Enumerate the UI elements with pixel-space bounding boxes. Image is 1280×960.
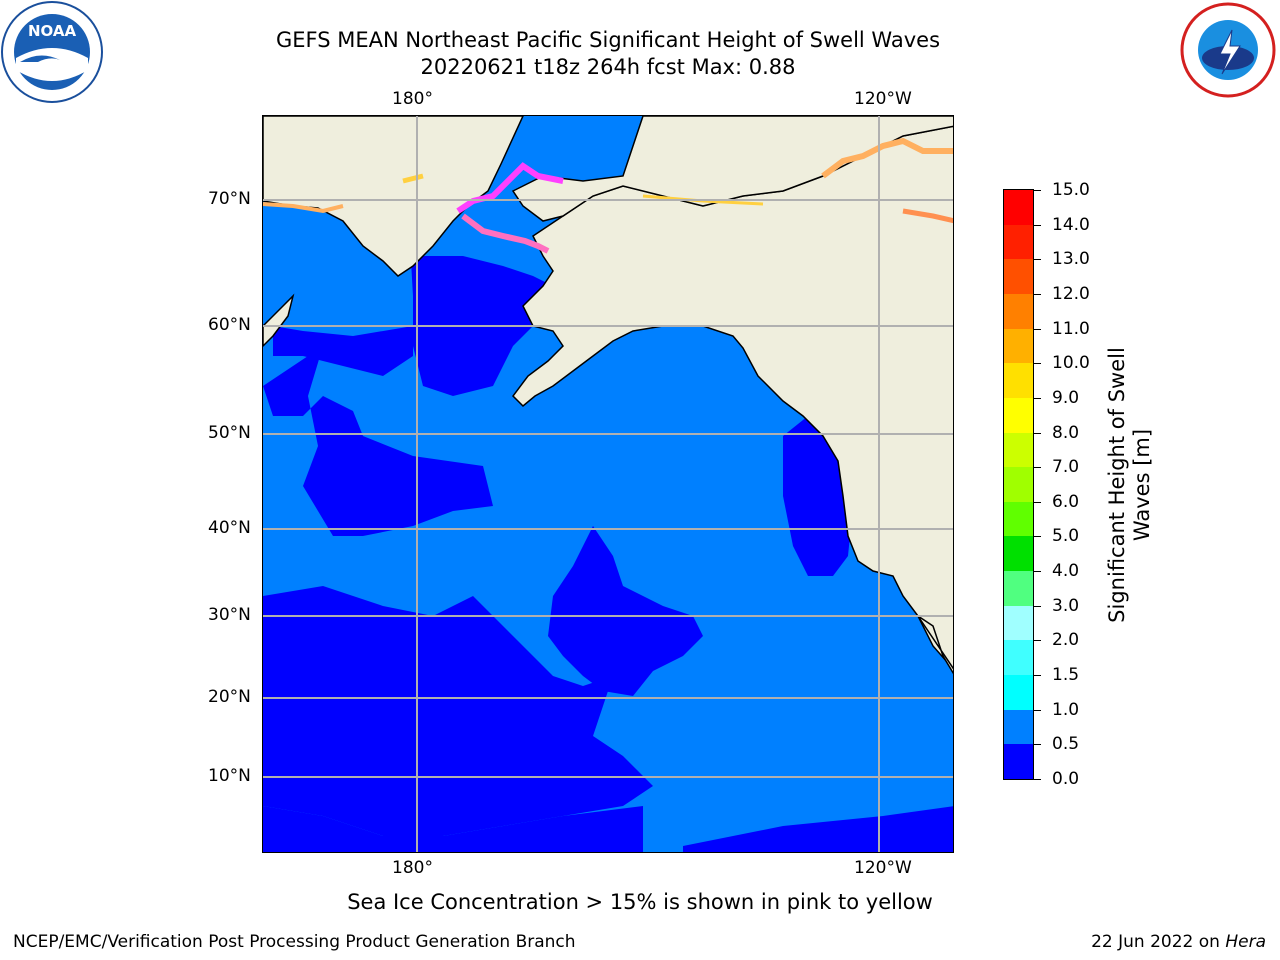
lon-label-top: 180° — [392, 89, 433, 109]
colorbar-tick-label: 0.5 — [1052, 734, 1080, 755]
colorbar-tick-label: 15.0 — [1052, 180, 1090, 200]
colorbar-segment — [1004, 466, 1033, 502]
colorbar-tick-label: 1.5 — [1052, 665, 1080, 686]
footer-producer: NCEP/EMC/Verification Post Processing Pr… — [13, 932, 576, 952]
colorbar-tick — [1034, 605, 1041, 607]
colorbar-segment — [1004, 570, 1033, 606]
colorbar-segment — [1004, 709, 1033, 745]
colorbar-tick-label: 12.0 — [1052, 283, 1090, 304]
lon-label-bottom: 120°W — [854, 858, 912, 878]
map-subtitle: 20220621 t18z 264h fcst Max: 0.88 — [420, 55, 796, 79]
colorbar-segment — [1004, 397, 1033, 433]
colorbar-tick — [1034, 709, 1041, 711]
colorbar-segment — [1004, 189, 1033, 225]
colorbar-segment — [1004, 258, 1033, 294]
colorbar-tick-label: 2.0 — [1052, 630, 1080, 651]
nws-logo — [1176, 0, 1280, 104]
lon-label-bottom: 180° — [392, 858, 433, 878]
colorbar-tick — [1034, 744, 1041, 746]
map-panel — [262, 115, 954, 853]
colorbar-tick — [1034, 467, 1041, 469]
colorbar-tick — [1034, 501, 1041, 503]
sea-ice-fringe — [263, 137, 953, 254]
colorbar-tick-label: 4.0 — [1052, 561, 1080, 582]
footer-date: 22 Jun 2022 on Hera — [1091, 932, 1266, 952]
lon-label-top: 120°W — [854, 89, 912, 109]
lat-label: 40°N — [208, 518, 251, 538]
colorbar-tick-label: 11.0 — [1052, 318, 1090, 339]
colorbar-segment — [1004, 501, 1033, 537]
noaa-logo: NOAA — [0, 0, 104, 108]
colorbar-tick-label: 13.0 — [1052, 249, 1090, 270]
colorbar-tick — [1034, 259, 1041, 261]
colorbar-tick-label: 6.0 — [1052, 491, 1080, 512]
colorbar-tick-label: 10.0 — [1052, 353, 1090, 374]
colorbar-tick-label: 9.0 — [1052, 387, 1080, 408]
colorbar-segment — [1004, 639, 1033, 676]
colorbar-segment — [1004, 328, 1033, 364]
colorbar-tick — [1034, 571, 1041, 573]
colorbar-tick — [1034, 363, 1041, 365]
colorbar-tick-label: 7.0 — [1052, 457, 1080, 478]
map-gridlines — [263, 116, 953, 852]
colorbar-tick-label: 3.0 — [1052, 595, 1080, 616]
lat-label: 10°N — [208, 766, 251, 786]
lat-label: 20°N — [208, 687, 251, 707]
colorbar-segment — [1004, 293, 1033, 329]
colorbar-title: Significant Height of Swell Waves [m] — [1105, 347, 1154, 623]
lat-label: 30°N — [208, 605, 251, 625]
lat-label: 50°N — [208, 423, 251, 443]
svg-text:NOAA: NOAA — [28, 22, 77, 40]
footer-machine: Hera — [1225, 932, 1266, 952]
colorbar-tick — [1034, 779, 1041, 780]
colorbar-segment — [1004, 605, 1033, 641]
map-title: GEFS MEAN Northeast Pacific Significant … — [275, 28, 941, 52]
colorbar-tick-label: 1.0 — [1052, 699, 1080, 720]
sea-ice-note: Sea Ice Concentration > 15% is shown in … — [347, 890, 933, 914]
lat-label: 70°N — [208, 189, 251, 209]
colorbar-segment — [1004, 743, 1033, 779]
colorbar-segment — [1004, 432, 1033, 468]
colorbar-segment — [1004, 674, 1033, 710]
colorbar-segment — [1004, 362, 1033, 398]
colorbar — [1003, 189, 1034, 780]
colorbar-tick — [1034, 536, 1041, 538]
colorbar-tick-label: 14.0 — [1052, 214, 1090, 235]
colorbar-tick — [1034, 432, 1041, 434]
colorbar-segment — [1004, 224, 1033, 260]
colorbar-segment — [1004, 535, 1033, 572]
low-swell-regions — [263, 256, 953, 852]
colorbar-tick — [1034, 224, 1041, 226]
colorbar-tick-label: 5.0 — [1052, 526, 1080, 547]
lat-label: 60°N — [208, 315, 251, 335]
colorbar-tick — [1034, 328, 1041, 330]
colorbar-tick — [1034, 675, 1041, 677]
colorbar-tick — [1034, 190, 1041, 191]
colorbar-tick — [1034, 640, 1041, 642]
colorbar-tick — [1034, 293, 1041, 295]
colorbar-tick-label: 0.0 — [1052, 769, 1080, 789]
footer-date-text: 22 Jun 2022 on — [1091, 932, 1226, 952]
colorbar-tick — [1034, 397, 1041, 399]
colorbar-tick-label: 8.0 — [1052, 422, 1080, 443]
